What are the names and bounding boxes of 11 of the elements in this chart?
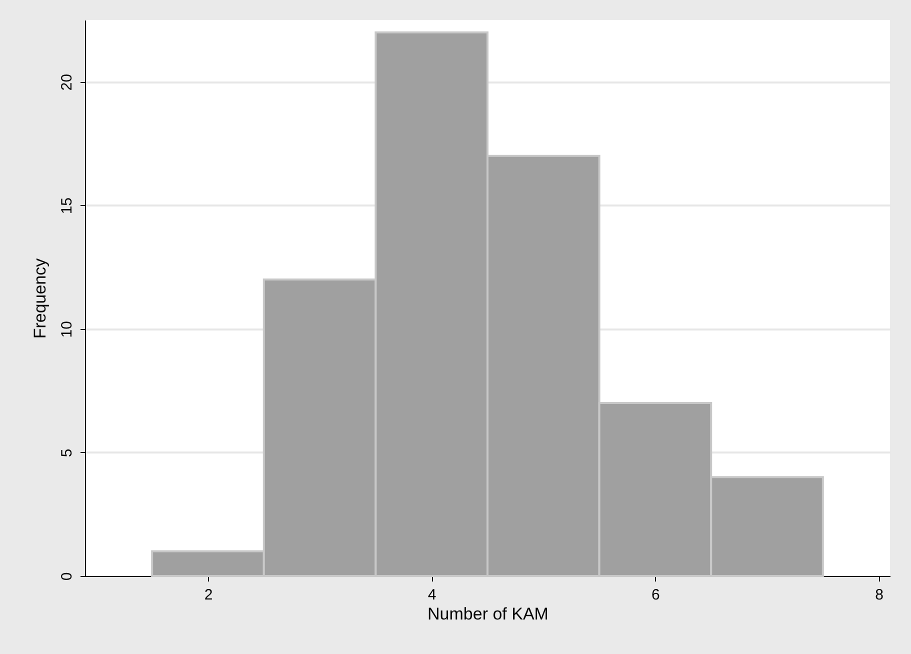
x-tick-label: 4 <box>428 586 436 604</box>
y-tick-label: 0 <box>58 572 76 581</box>
y-tick-label: 20 <box>58 74 76 91</box>
y-axis-title: Frequency <box>30 258 50 339</box>
x-tick-label: 2 <box>204 586 213 604</box>
x-axis-title: Number of KAM <box>428 604 548 624</box>
x-tick-label: 8 <box>875 586 884 604</box>
y-tick-label: 10 <box>58 321 76 338</box>
y-tick-label: 5 <box>58 448 76 458</box>
x-tick-label: 6 <box>652 586 660 604</box>
y-tick-label: 15 <box>58 197 76 214</box>
